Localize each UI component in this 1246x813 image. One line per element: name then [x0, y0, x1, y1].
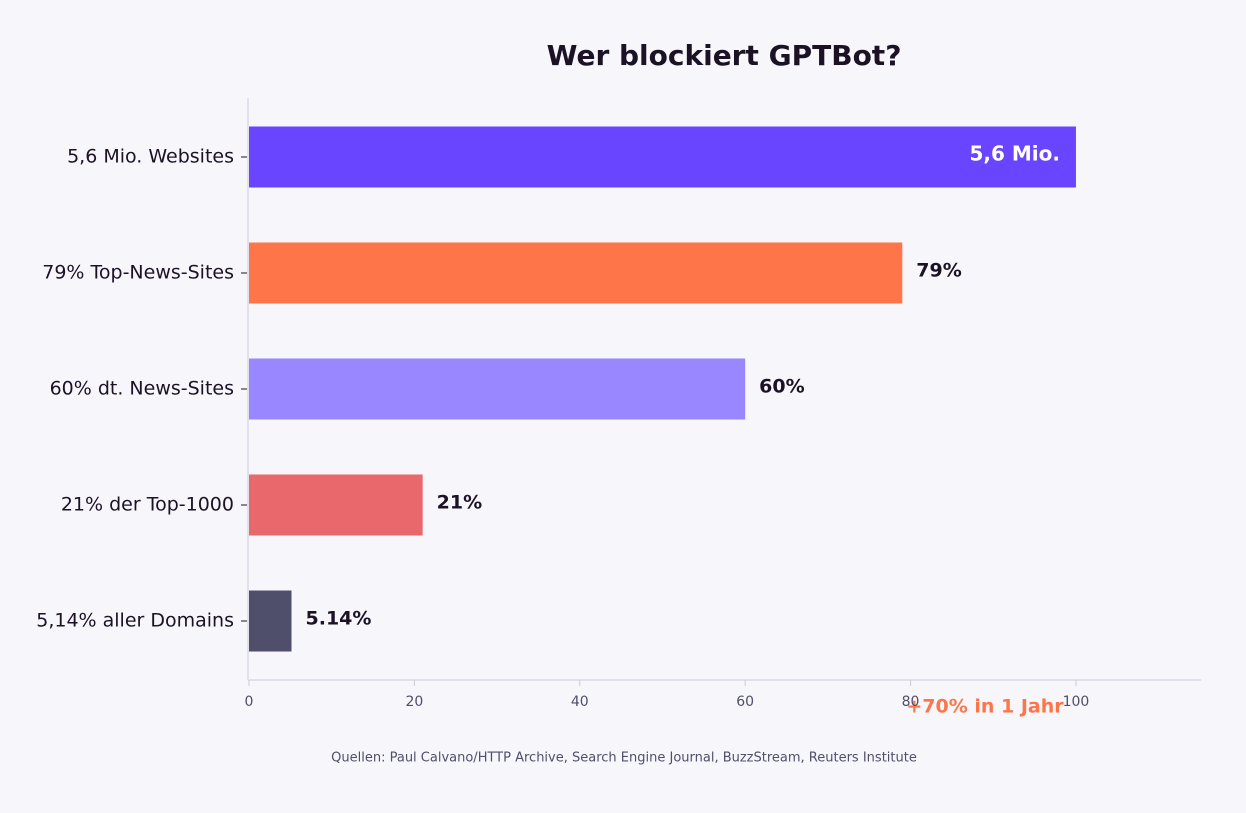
bar — [249, 474, 423, 536]
value-label: 79% — [916, 260, 961, 282]
value-label: 60% — [759, 376, 804, 398]
bar-annotation: 5,6 Mio. — [969, 142, 1060, 166]
bar — [249, 242, 903, 304]
y-tick-label: 5,6 Mio. Websites — [67, 146, 234, 168]
bar — [249, 590, 292, 652]
x-tick-label: 0 — [245, 694, 254, 710]
y-tick-label: 21% der Top-1000 — [61, 494, 234, 516]
chart-title: Wer blockiert GPTBot? — [547, 39, 902, 72]
value-label: 21% — [437, 492, 482, 514]
x-tick-label: 60 — [736, 694, 754, 710]
x-tick-label: 100 — [1063, 694, 1090, 710]
x-tick-label: 20 — [405, 694, 423, 710]
y-tick-label: 5,14% aller Domains — [36, 610, 234, 632]
value-label: 5.14% — [306, 608, 372, 630]
annotation: +70% in 1 Jahr — [906, 696, 1064, 718]
bar — [249, 358, 746, 420]
y-tick-label: 60% dt. News-Sites — [50, 378, 234, 400]
x-tick-label: 80 — [902, 694, 920, 710]
source: Quellen: Paul Calvano/HTTP Archive, Sear… — [331, 751, 917, 766]
y-tick-label: 79% Top-News-Sites — [42, 262, 234, 284]
bar — [249, 126, 1076, 188]
x-tick-label: 40 — [571, 694, 589, 710]
